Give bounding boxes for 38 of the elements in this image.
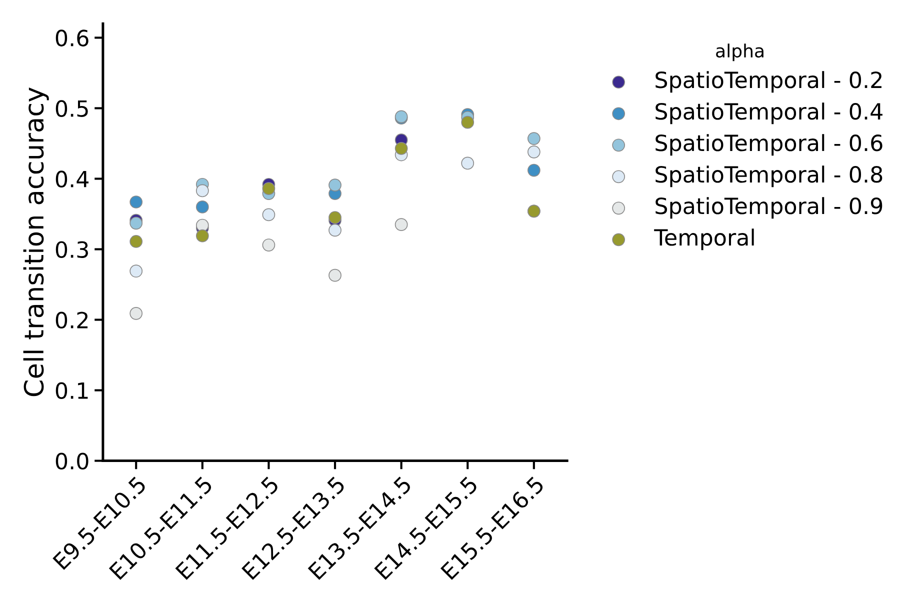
point xyxy=(262,182,276,196)
point xyxy=(262,208,276,222)
point xyxy=(328,211,342,224)
y-axis-title: Cell transition accuracy xyxy=(23,88,49,396)
point xyxy=(394,142,408,155)
y-tick-label: 0.1 xyxy=(56,382,88,400)
y-tick-label: 0.3 xyxy=(56,241,88,258)
point xyxy=(527,146,540,158)
point xyxy=(394,218,408,231)
point xyxy=(130,306,143,320)
point xyxy=(196,229,209,242)
point xyxy=(130,216,143,230)
point xyxy=(130,264,143,278)
y-tick-label: 0.5 xyxy=(56,100,88,117)
point xyxy=(461,116,474,129)
point xyxy=(328,178,342,192)
legend-label: Temporal xyxy=(654,228,754,250)
point xyxy=(328,224,342,237)
legend-label: SpatioTemporal - 0.4 xyxy=(656,102,882,124)
legend-label: SpatioTemporal - 0.8 xyxy=(656,166,882,188)
point xyxy=(328,268,342,282)
point xyxy=(196,200,209,214)
legend-label: SpatioTemporal - 0.6 xyxy=(656,134,882,156)
y-tick-label: 0.6 xyxy=(56,30,88,46)
legend-label: SpatioTemporal - 0.9 xyxy=(656,197,882,219)
point xyxy=(196,184,209,198)
point xyxy=(196,218,209,232)
y-tick-label: 0.0 xyxy=(56,452,88,470)
point xyxy=(130,235,143,248)
point xyxy=(130,196,143,208)
y-tick-label: 0.4 xyxy=(56,170,88,188)
point xyxy=(262,238,276,252)
legend-title: alpha xyxy=(716,44,764,62)
point xyxy=(527,132,540,145)
y-tick-label: 0.2 xyxy=(56,312,88,329)
point xyxy=(461,156,474,170)
legend-label: SpatioTemporal - 0.2 xyxy=(656,71,882,93)
point xyxy=(527,164,540,177)
